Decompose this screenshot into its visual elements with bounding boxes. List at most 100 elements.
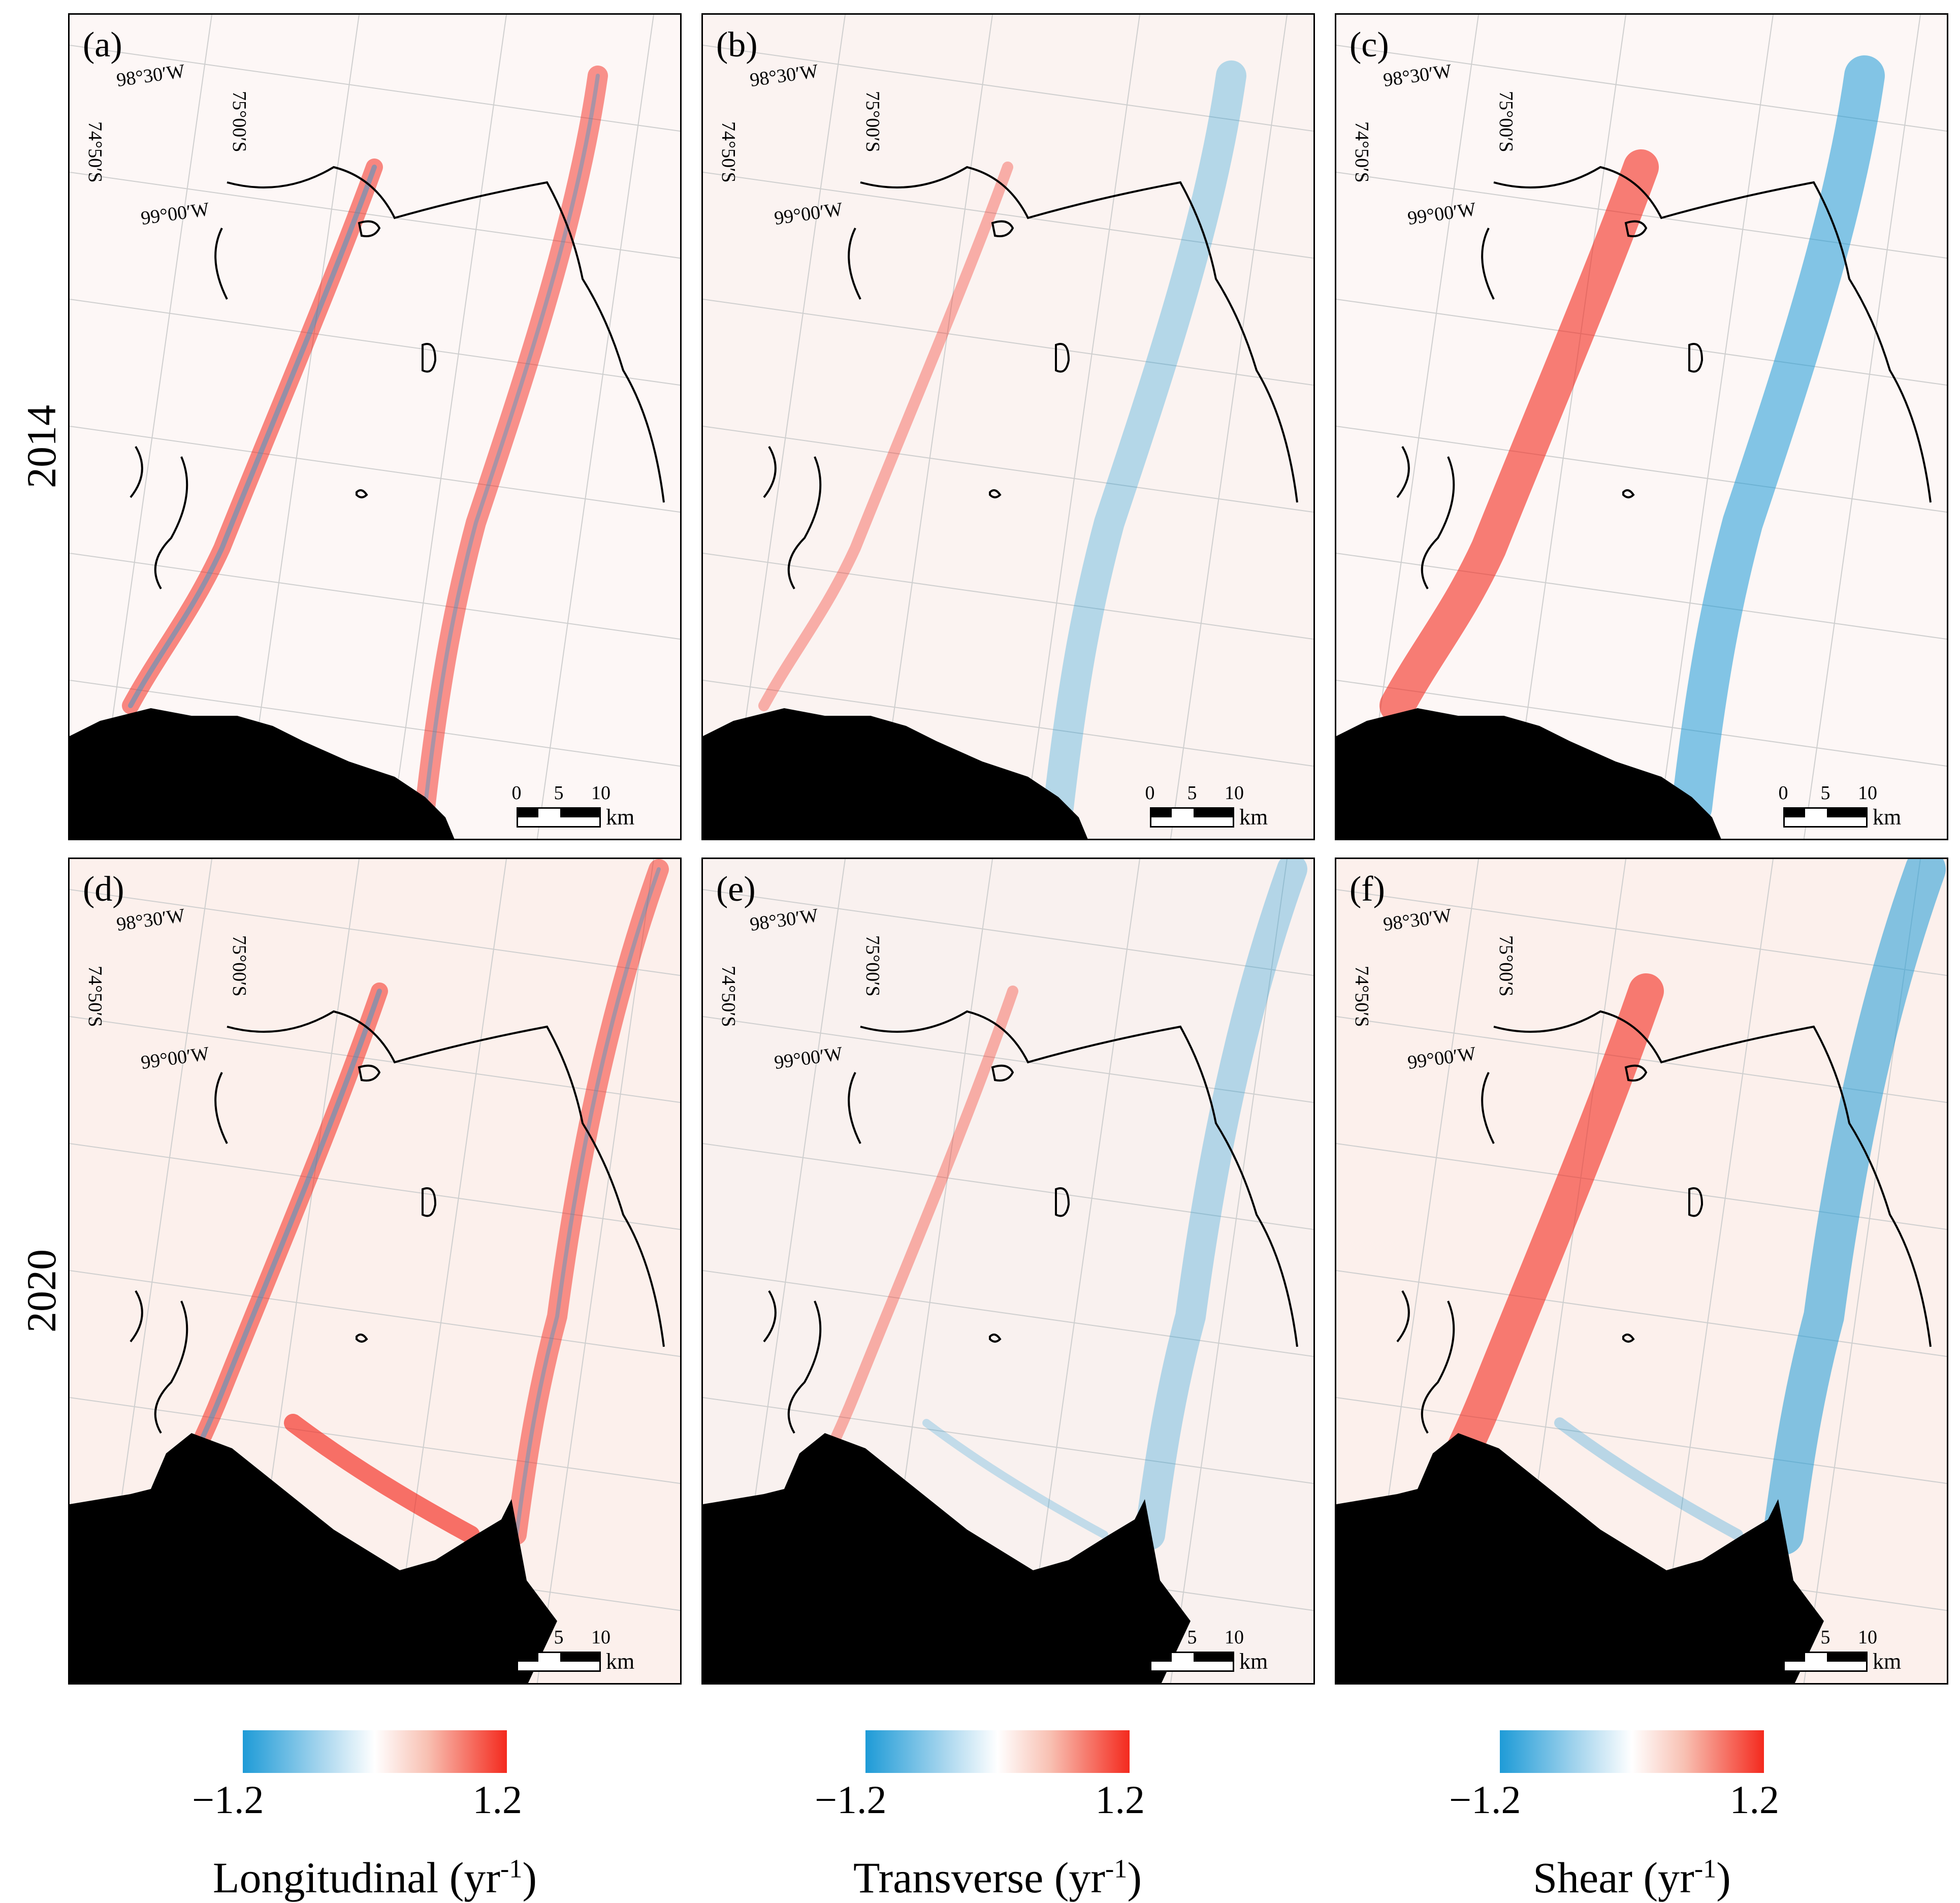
colorbar-min: −1.2 <box>1449 1778 1521 1822</box>
right-margin-strain <box>1043 60 1246 822</box>
scale-tick: 0 <box>1778 1627 1788 1648</box>
grounding-line <box>763 1010 1298 1434</box>
scale-bar: 0 5 10 km <box>1145 782 1302 833</box>
map-panel-f: (f) 98°30′W 99°00′W 74°50′S 75°00′S 0 5 10 km <box>1335 858 1948 1685</box>
scale-bar: 0 5 10 km <box>512 1626 669 1677</box>
panel-label: (c) <box>1349 25 1389 65</box>
colorbar-min: −1.2 <box>815 1778 887 1822</box>
panel-label: (e) <box>716 870 756 909</box>
row-label-2014: 2014 <box>18 405 65 488</box>
island-outline <box>356 1064 437 1343</box>
lat-label: 74°50′S <box>84 966 106 1027</box>
scale-bar: 0 5 10 km <box>1779 782 1936 833</box>
right-margin-strain <box>1672 55 1885 828</box>
island-outline <box>1622 220 1704 498</box>
map-panel-e: (e) 98°30′W 99°00′W 74°50′S 75°00′S 0 5 10 km <box>701 858 1315 1685</box>
scale-tick: 0 <box>511 1627 522 1648</box>
scale-bar: 0 5 10 km <box>1779 1626 1936 1677</box>
right-margin-strain <box>1135 859 1307 1550</box>
map-panel-b: (b) 98°30′W 99°00′W 74°50′S 75°00′S 0 5 10 km <box>701 13 1315 840</box>
island-outline <box>989 220 1070 498</box>
colorbar-min: −1.2 <box>192 1778 264 1822</box>
left-margin-strain <box>122 158 383 714</box>
scale-tick: 5 <box>1820 1627 1830 1648</box>
calving-strain <box>922 1419 1108 1539</box>
left-margin-strain <box>758 162 1013 711</box>
scale-tick: 5 <box>554 782 564 804</box>
colorbar-title: Longitudinal (yr-1) <box>212 1853 537 1902</box>
scale-unit: km <box>606 1649 635 1674</box>
land-mask <box>70 708 455 839</box>
graticule <box>1336 15 1947 839</box>
scale-tick: 10 <box>1225 1627 1244 1648</box>
background-wash <box>703 15 1313 839</box>
graticule <box>703 15 1313 839</box>
grounding-line <box>130 1010 665 1434</box>
scale-bar: 0 5 10 km <box>1145 1626 1302 1677</box>
lat-label: 74°50′S <box>718 966 739 1027</box>
scale-tick: 0 <box>1145 1627 1155 1648</box>
colorbar-gradient <box>865 1730 1130 1773</box>
scale-tick: 5 <box>1187 782 1197 804</box>
panel-label: (b) <box>716 25 758 65</box>
grounding-line <box>130 166 665 590</box>
calving-strain <box>1554 1417 1743 1540</box>
scale-tick: 10 <box>1858 782 1877 804</box>
colorbar-max: 1.2 <box>1095 1778 1145 1822</box>
scale-tick: 5 <box>554 1627 564 1648</box>
land-mask <box>703 1433 1191 1683</box>
scale-tick: 0 <box>1778 782 1788 804</box>
lat-label: 74°50′S <box>84 121 106 183</box>
lat-label: 75°00′S <box>862 91 883 152</box>
lat-label: 75°00′S <box>1495 935 1517 997</box>
left-margin-strain-neg <box>128 165 377 708</box>
land-mask <box>1336 708 1721 839</box>
colorbar-title: Shear (yr-1) <box>1533 1853 1731 1902</box>
map-panel-d: (d) 98°30′W 99°00′W 74°50′S 75°00′S 0 5 10 km <box>68 858 682 1685</box>
lat-label: 74°50′S <box>718 121 739 183</box>
lat-label: 74°50′S <box>1351 966 1372 1027</box>
land-mask <box>703 708 1088 839</box>
scale-tick: 10 <box>591 1627 611 1648</box>
lat-label: 75°00′S <box>1495 91 1517 152</box>
island-outline <box>989 1064 1070 1343</box>
scale-tick: 10 <box>591 782 611 804</box>
colorbar-max: 1.2 <box>472 1778 523 1822</box>
panel-label: (d) <box>83 870 124 909</box>
grounding-line <box>763 166 1298 590</box>
land-mask <box>1336 1433 1824 1683</box>
island-outline <box>1622 1064 1704 1343</box>
scale-unit: km <box>606 805 635 830</box>
colorbar-max: 1.2 <box>1729 1778 1780 1822</box>
lat-label: 75°00′S <box>229 935 250 997</box>
scale-unit: km <box>1239 805 1268 830</box>
scale-unit: km <box>1873 1649 1902 1674</box>
right-margin-strain <box>415 66 608 817</box>
island-outline <box>356 220 437 498</box>
colorbar-title: Transverse (yr-1) <box>853 1853 1142 1902</box>
colorbar-gradient <box>1500 1730 1764 1773</box>
graticule <box>70 15 680 839</box>
right-margin-strain-neg <box>423 74 600 809</box>
panel-label: (a) <box>83 25 122 65</box>
lat-label: 75°00′S <box>229 91 250 152</box>
right-margin-strain <box>1763 859 1946 1555</box>
map-panel-a: (a) 98°30′W 99°00′W 74°50′S 75°00′S 0 5 10 km <box>68 13 682 840</box>
right-margin-strain <box>506 859 669 1545</box>
left-margin-strain <box>1379 149 1659 723</box>
scale-tick: 0 <box>1145 782 1155 804</box>
grounding-line <box>1396 166 1932 590</box>
scale-tick: 5 <box>1187 1627 1197 1648</box>
calving-strain <box>284 1414 480 1544</box>
right-margin-strain-neg <box>515 867 661 1537</box>
scale-tick: 10 <box>1225 782 1244 804</box>
panel-label: (f) <box>1349 870 1385 909</box>
colorbar-gradient <box>243 1730 507 1773</box>
scale-tick: 5 <box>1820 782 1830 804</box>
lat-label: 75°00′S <box>862 935 883 997</box>
lat-label: 74°50′S <box>1351 121 1372 183</box>
scale-tick: 0 <box>511 782 522 804</box>
grounding-line <box>1396 1010 1932 1434</box>
land-mask <box>70 1433 557 1683</box>
scale-tick: 10 <box>1858 1627 1877 1648</box>
